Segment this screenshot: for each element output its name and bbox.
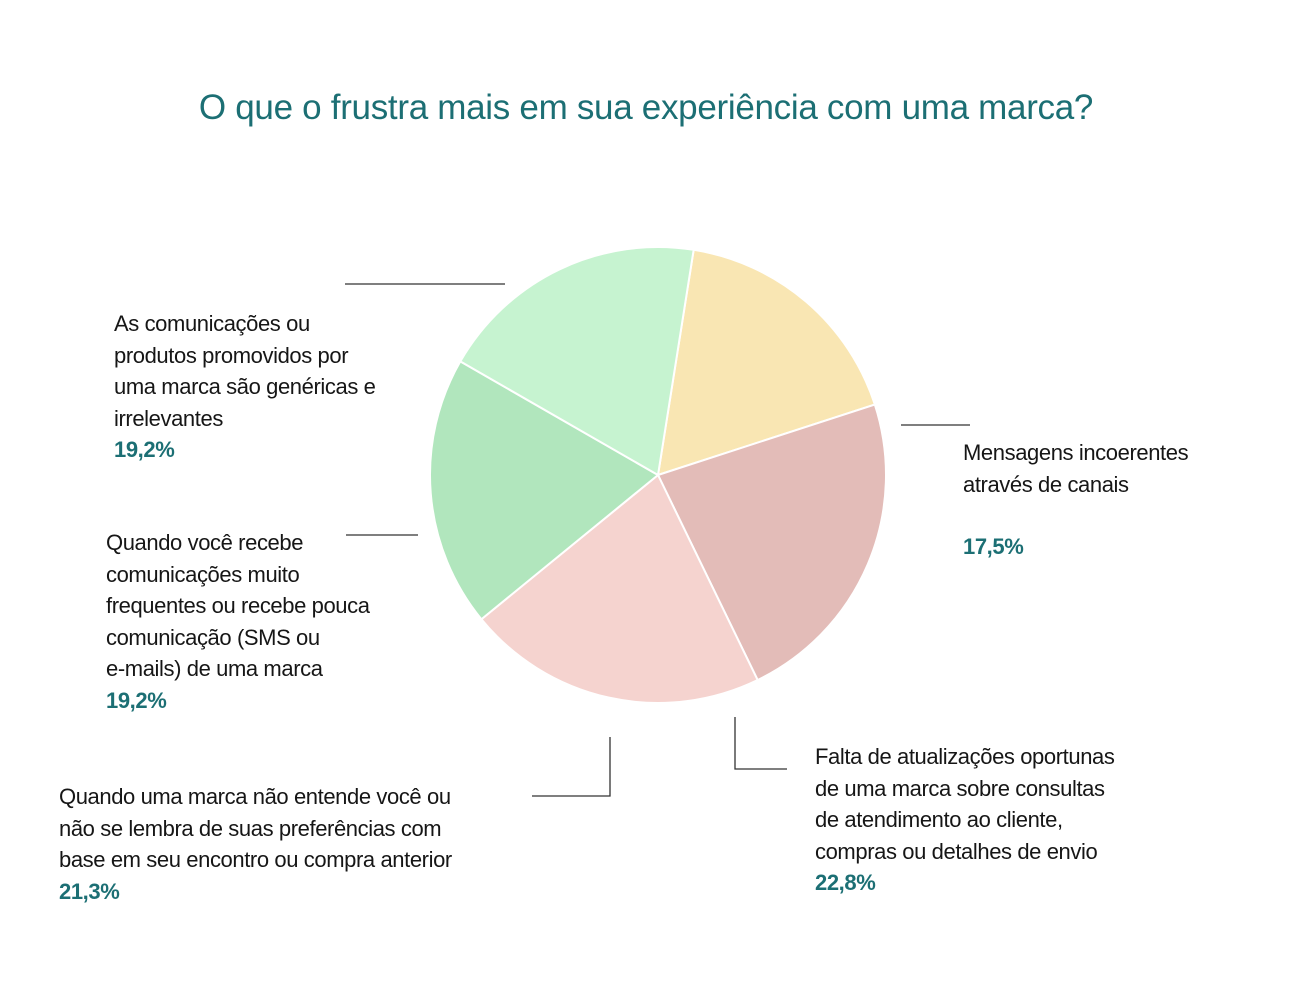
chart-title: O que o frustra mais em sua experiência … bbox=[198, 88, 1094, 127]
slice-incoherent-messages bbox=[656, 248, 877, 477]
slice-label: Mensagens incoerentes através de canais bbox=[963, 440, 1189, 497]
leader-line-updates bbox=[734, 717, 787, 770]
slice-value: 19,2% bbox=[114, 437, 175, 462]
label-communication-frequency: Quando você recebe comunicações muito fr… bbox=[106, 527, 370, 716]
slice-generic-communications bbox=[458, 246, 695, 477]
slice-preferences bbox=[480, 473, 759, 704]
label-incoherent-messages: Mensagens incoerentes através de canais … bbox=[963, 437, 1189, 563]
slice-label: Quando uma marca não entende você ou não… bbox=[59, 784, 452, 872]
label-preferences: Quando uma marca não entende você ou não… bbox=[59, 781, 452, 907]
slice-value: 22,8% bbox=[815, 870, 876, 895]
slice-timely-updates bbox=[656, 403, 887, 682]
slice-value: 21,3% bbox=[59, 878, 120, 904]
slice-value: 17,5% bbox=[963, 534, 1024, 559]
slice-communication-frequency bbox=[429, 360, 660, 621]
leader-line-preferences bbox=[532, 737, 611, 797]
slice-label: Quando você recebe comunicações muito fr… bbox=[106, 530, 370, 681]
slice-label: As comunicações ou produtos promovidos p… bbox=[114, 311, 376, 431]
slice-value: 19,2% bbox=[106, 687, 167, 713]
label-generic-communications: As comunicações ou produtos promovidos p… bbox=[114, 308, 376, 466]
label-timely-updates: Falta de atualizações oportunas de uma m… bbox=[815, 741, 1115, 899]
slice-label: Falta de atualizações oportunas de uma m… bbox=[815, 744, 1115, 864]
